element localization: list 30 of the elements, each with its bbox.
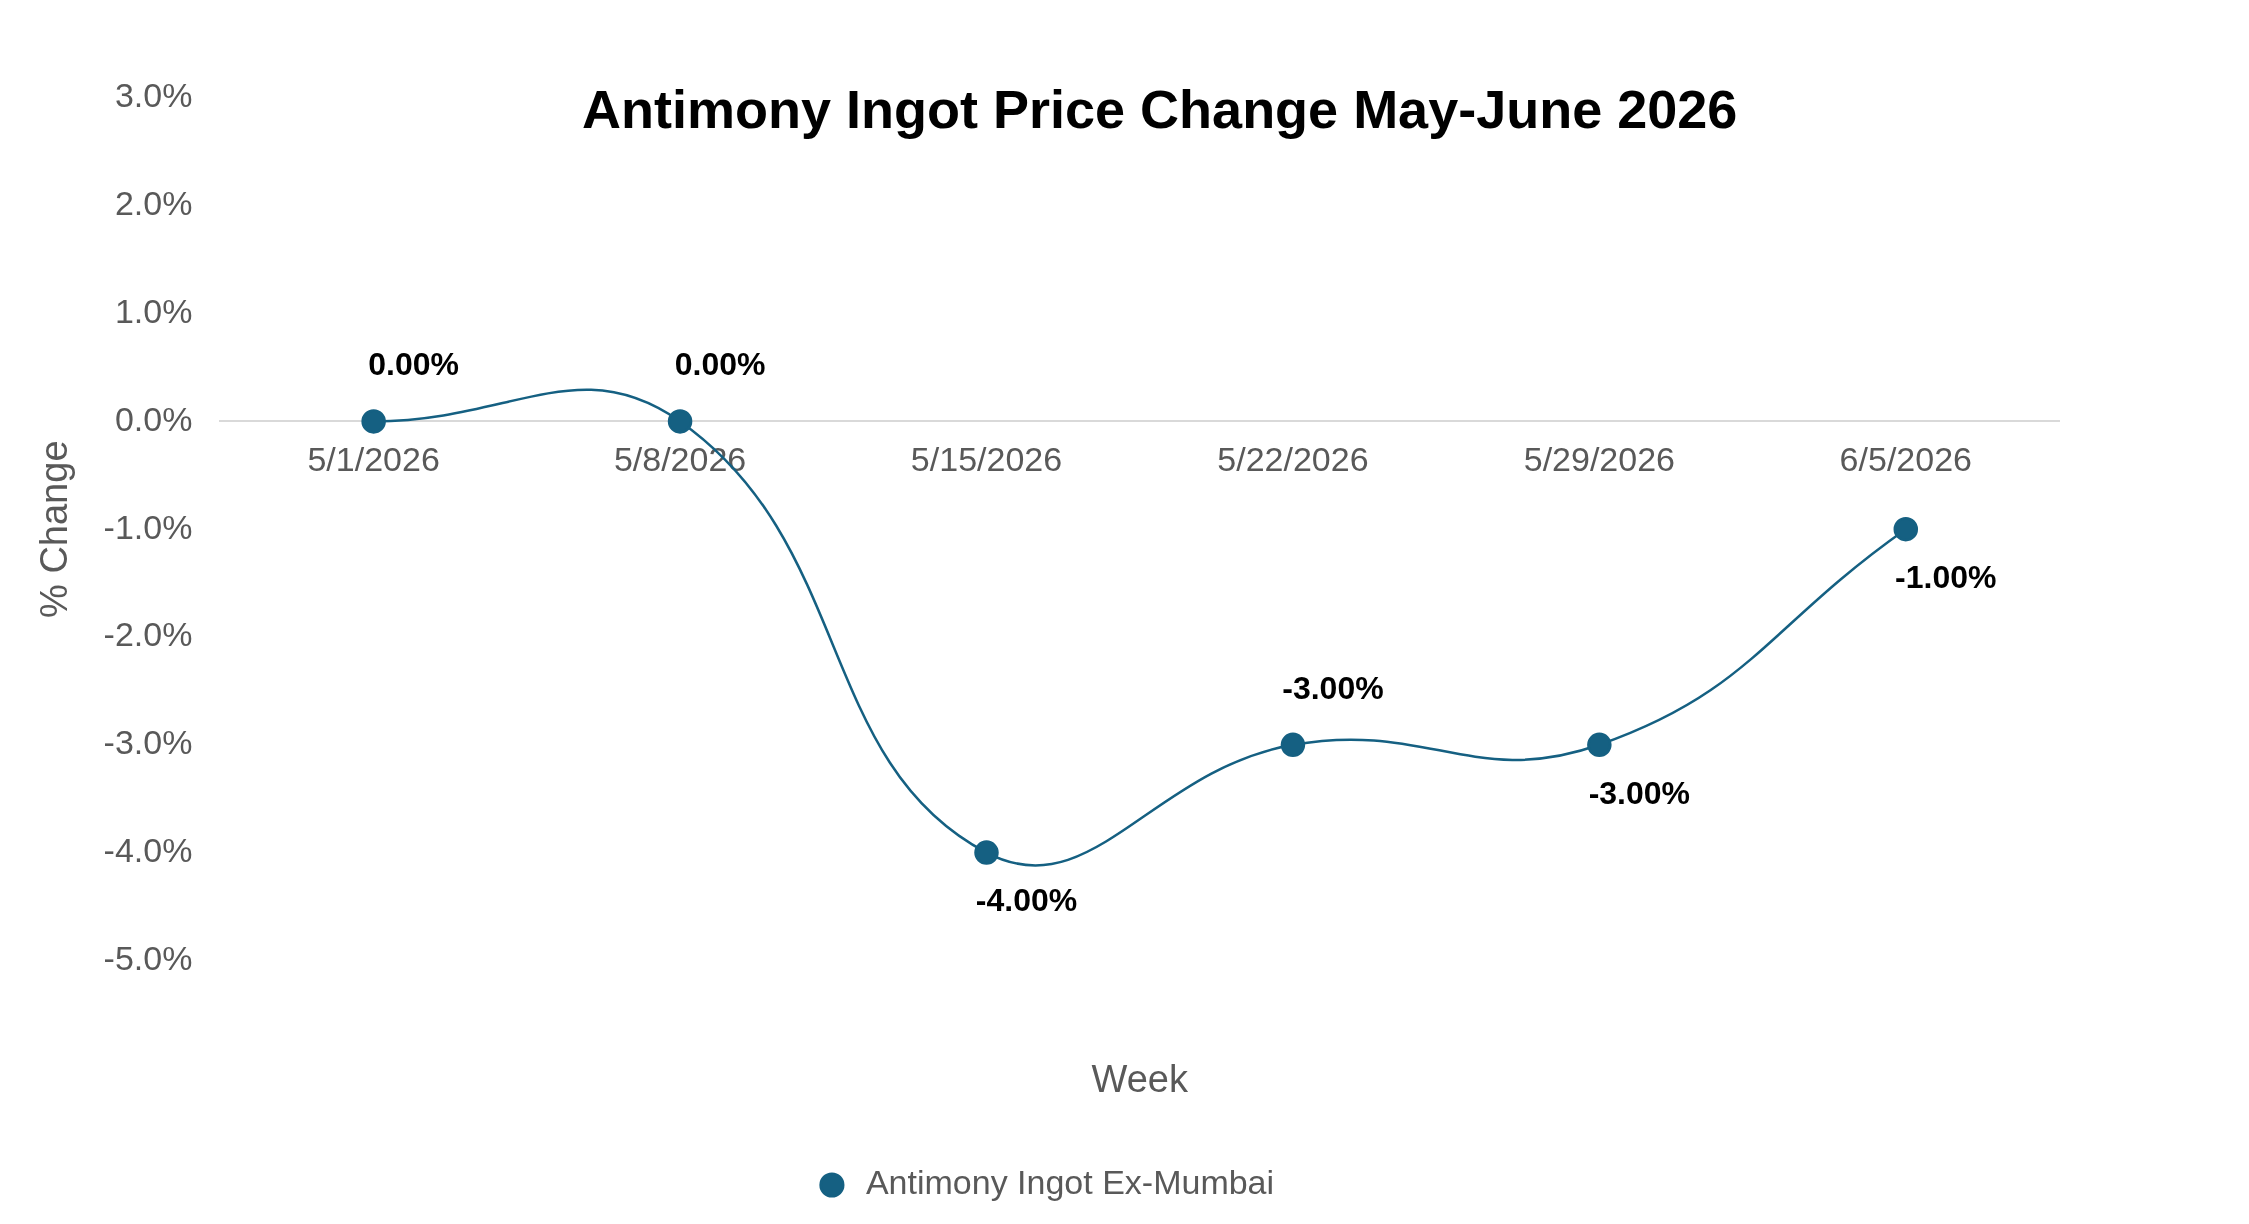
point bbox=[1280, 732, 1306, 758]
y-tick-label: 0.0% bbox=[114, 399, 193, 438]
data-label: -3.00% bbox=[1282, 669, 1384, 706]
y-tick-label: 3.0% bbox=[114, 76, 193, 115]
legend-label: Antimony Ingot Ex-Mumbai bbox=[865, 1163, 1275, 1202]
x-tick-label: 5/29/2026 bbox=[1523, 440, 1675, 479]
x-axis-title: Week bbox=[1091, 1057, 1189, 1100]
y-tick-label: 1.0% bbox=[114, 291, 193, 330]
chart-title: Antimony Ingot Price Change May-June 2026 bbox=[582, 78, 1738, 139]
point bbox=[1587, 732, 1612, 758]
x-tick-label: 5/15/2026 bbox=[910, 440, 1063, 479]
point bbox=[974, 840, 999, 865]
y-tick-label: 2.0% bbox=[114, 184, 193, 223]
y-tick-label: -3.0% bbox=[103, 723, 193, 762]
x-tick-label: 6/5/2026 bbox=[1839, 440, 1972, 479]
point bbox=[361, 409, 386, 434]
data-label: -3.00% bbox=[1588, 774, 1691, 811]
x-tick-label: 5/22/2026 bbox=[1217, 440, 1369, 479]
y-tick-label: -2.0% bbox=[103, 615, 193, 654]
point bbox=[667, 409, 693, 434]
data-label: -1.00% bbox=[1895, 559, 1997, 596]
y-tick-label: -1.0% bbox=[103, 507, 193, 546]
data-label: 0.00% bbox=[674, 346, 766, 383]
data-label: -4.00% bbox=[975, 882, 1078, 919]
data-label: 0.00% bbox=[368, 346, 459, 383]
x-tick-label: 5/1/2026 bbox=[307, 440, 440, 479]
y-axis-title: % Change bbox=[33, 440, 76, 618]
point bbox=[1893, 516, 1919, 542]
y-tick-label: -4.0% bbox=[103, 830, 193, 869]
y-tick-label: -5.0% bbox=[103, 938, 193, 977]
